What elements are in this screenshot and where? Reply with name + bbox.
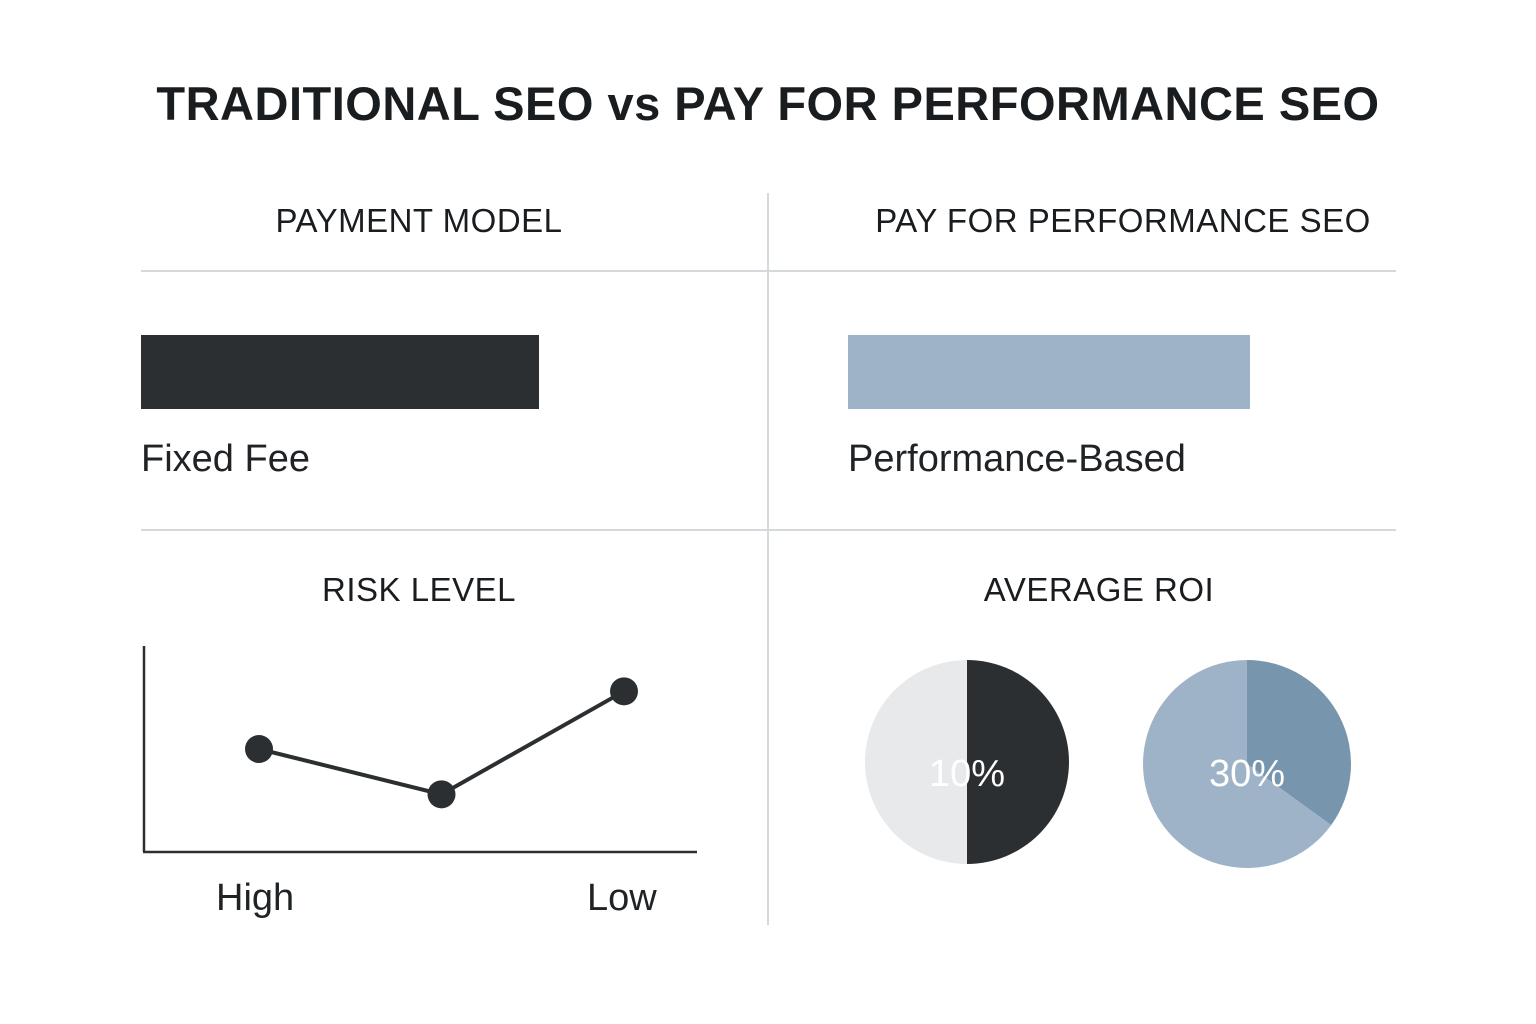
vertical-divider	[767, 193, 769, 925]
x-label-high: High	[216, 877, 295, 919]
risk-point-0	[245, 735, 273, 763]
payment-model-heading: PAYMENT MODEL	[275, 202, 563, 239]
pie-0-slice-1	[865, 660, 967, 864]
pay-for-performance-heading: PAY FOR PERFORMANCE SEO	[875, 202, 1371, 239]
risk-line	[258, 689, 625, 797]
fixed-fee-bar	[141, 335, 539, 409]
pie-traditional	[865, 660, 1069, 864]
pie-0-slice-0	[967, 660, 1069, 864]
pie-performance	[1143, 660, 1351, 868]
pie-1-slice-1	[1143, 660, 1332, 868]
middle-divider	[141, 529, 1396, 531]
performance-based-bar	[848, 335, 1250, 409]
pie-1-slice-0	[1247, 660, 1351, 826]
average-roi-heading: AVERAGE ROI	[983, 571, 1215, 608]
risk-point-2	[610, 677, 638, 706]
risk-level-chart	[142, 646, 697, 854]
risk-level-heading: RISK LEVEL	[322, 571, 516, 608]
pie-label-performance: 30%	[1209, 753, 1285, 795]
fixed-fee-label: Fixed Fee	[141, 438, 310, 480]
risk-point-1	[427, 780, 456, 809]
average-roi-pies: 10% 30%	[865, 660, 1351, 868]
pie-label-traditional: 10%	[929, 753, 1005, 795]
x-label-low: Low	[587, 877, 657, 919]
performance-based-label: Performance-Based	[848, 438, 1186, 480]
header-divider	[141, 270, 1396, 272]
page-title: TRADITIONAL SEO vs PAY FOR PERFORMANCE S…	[156, 77, 1380, 130]
